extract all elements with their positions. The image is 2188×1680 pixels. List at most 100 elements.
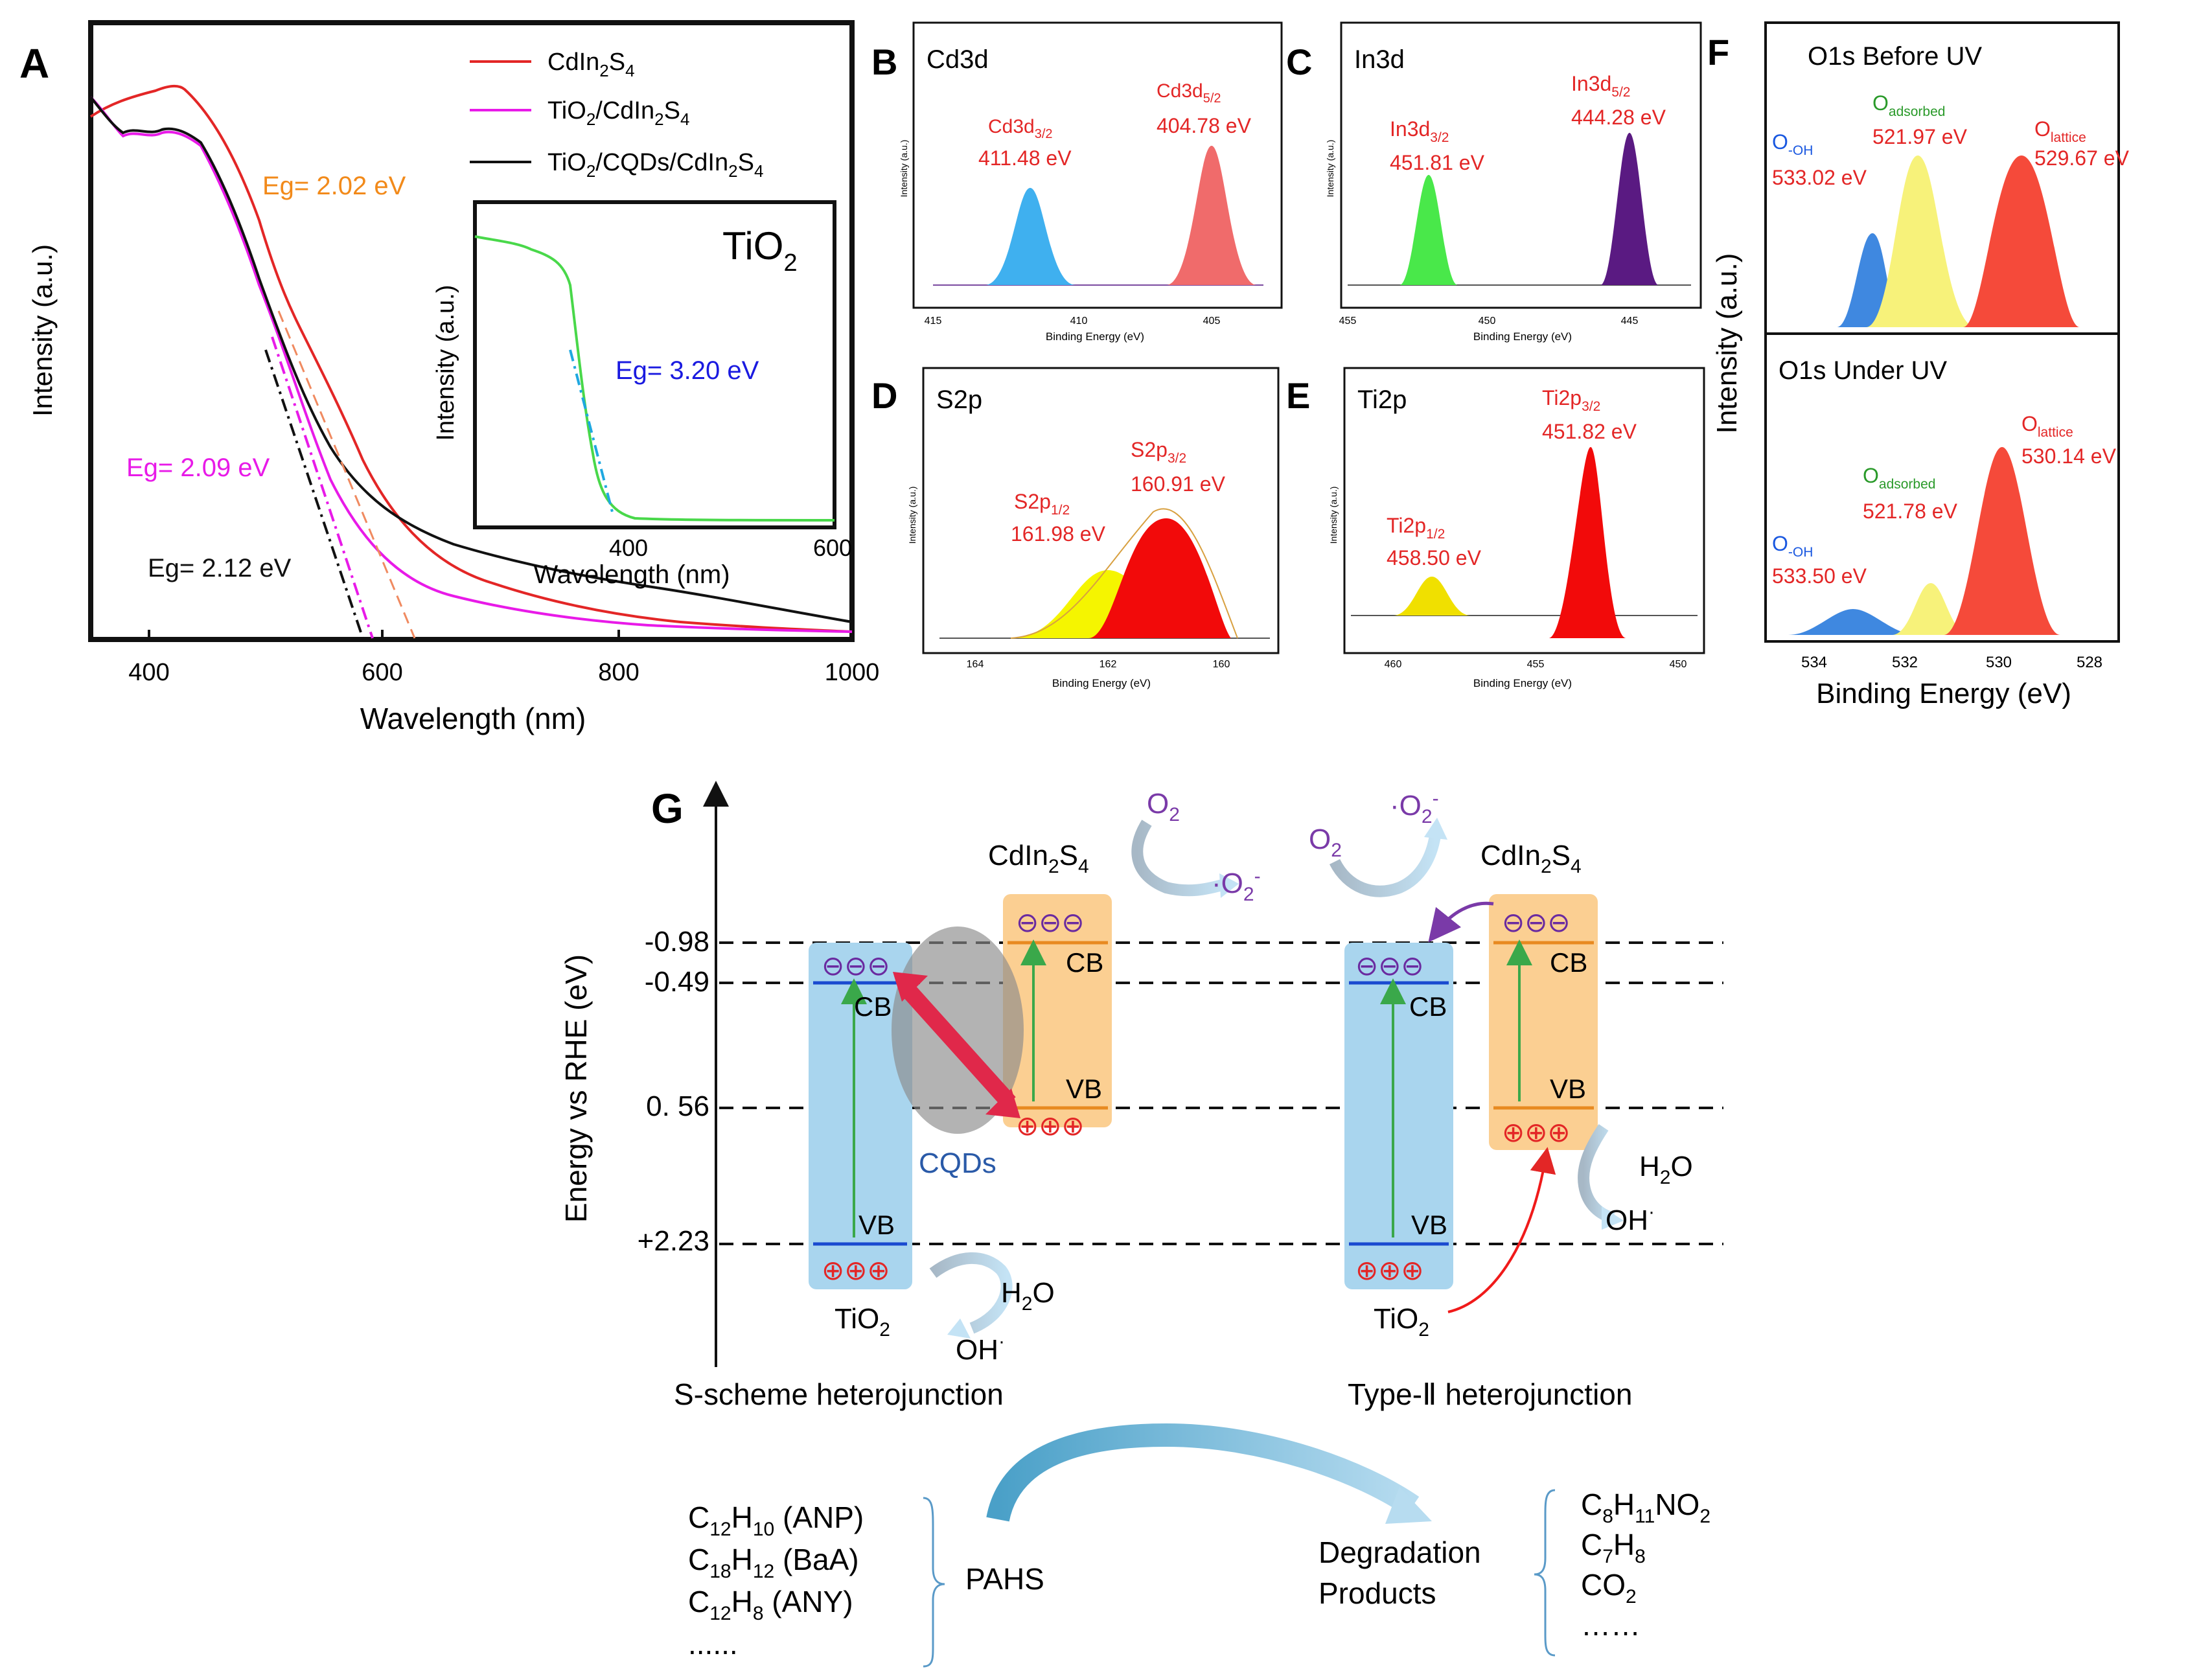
tio2-electrons: ⊖⊖⊖ — [822, 950, 890, 981]
inset-tio2: TiO2 Eg= 3.20 eV Wavelength (nm) Intensi… — [432, 200, 852, 589]
degradation-label: Degradation — [1319, 1536, 1481, 1569]
h2o-label: H2O — [1639, 1151, 1693, 1188]
peak-value: 533.02 eV — [1772, 166, 1867, 189]
panel-letter-f: F — [1707, 32, 1729, 73]
peak-value: 444.28 eV — [1571, 106, 1666, 129]
o2-reduction-arrow — [1131, 820, 1226, 897]
panel-letter-g: G — [651, 785, 684, 832]
degradation-scheme: PAHS Degradation Products C12H10 (ANP)C1… — [688, 1423, 1710, 1668]
x-tick: 445 — [1621, 316, 1639, 327]
cdin2s4-label: CdIn2S4 — [1480, 840, 1582, 877]
plot-frame-under-uv — [1764, 332, 2120, 643]
panel-e: E Ti2p Intensity (a.u.) Ti2p1/2 458.50 e… — [1286, 367, 1705, 689]
peak-value: 533.50 eV — [1772, 564, 1867, 588]
panel-title-before-uv: O1s Before UV — [1808, 42, 1982, 71]
panel-title: In3d — [1354, 45, 1405, 74]
x-tick: 415 — [925, 316, 942, 327]
peak-value: 404.78 eV — [1157, 114, 1252, 137]
peak-ti2p-1-2 — [1393, 577, 1471, 616]
inset-x-tick: 600 — [813, 535, 852, 561]
o2-reduction-arrow — [1329, 834, 1441, 897]
x-tick: 450 — [1670, 659, 1687, 670]
x-tick: 162 — [1100, 659, 1117, 670]
peak-ti2p-3-2 — [1549, 447, 1626, 638]
formula: ...... — [688, 1627, 738, 1661]
x-axis-label: Wavelength (nm) — [360, 702, 586, 735]
peak-label: S2p3/2 — [1131, 438, 1186, 466]
inset-curve — [474, 235, 835, 522]
peak-o-oh — [1788, 609, 1918, 635]
x-tick-labels: 164 162 160 — [967, 659, 1230, 670]
peak-value: 521.78 eV — [1863, 500, 1958, 523]
peak-label: Ti2p1/2 — [1387, 514, 1445, 542]
x-tick: 530 — [1986, 654, 2012, 671]
peak-label: Oadsorbed — [1863, 464, 1935, 492]
tio2-holes: ⊕⊕⊕ — [822, 1255, 890, 1285]
panel-letter-c: C — [1286, 41, 1312, 82]
peak-label: Cd3d3/2 — [988, 116, 1053, 141]
cdin2s4-vb-label: VB — [1550, 1074, 1586, 1104]
x-tick: 528 — [2077, 654, 2102, 671]
superoxide-label: ·O2- — [1212, 866, 1261, 905]
plot-frame — [1343, 367, 1705, 654]
x-tick: 400 — [128, 659, 169, 686]
formula: C12H10 (ANP) — [688, 1501, 864, 1540]
degradation-arc-arrowhead — [1385, 1487, 1432, 1524]
peak-o-lattice — [1963, 155, 2080, 327]
y-axis-label: Intensity (a.u.) — [1328, 487, 1339, 544]
envelope — [1010, 508, 1238, 639]
x-tick: 410 — [1070, 316, 1088, 327]
level-label: -0.49 — [645, 966, 709, 998]
y-axis-label: Energy vs RHE (eV) — [559, 954, 593, 1223]
tio2-vb-label: VB — [1411, 1210, 1447, 1240]
degradation-arc-arrow — [986, 1423, 1420, 1523]
cdin2s4-label: CdIn2S4 — [988, 840, 1089, 877]
x-axis-label: Binding Energy (eV) — [1473, 677, 1572, 689]
oh-radical-label: OH· — [956, 1331, 1005, 1366]
peak-s2p-3-2 — [1088, 518, 1231, 638]
tio2-label: TiO2 — [1374, 1303, 1429, 1341]
pahs-label: PAHS — [965, 1562, 1044, 1596]
y-axis-label: Intensity (a.u.) — [899, 140, 909, 198]
x-tick: 534 — [1801, 654, 1827, 671]
peak-value: 160.91 eV — [1131, 472, 1226, 496]
tio2-band-box — [809, 943, 912, 1289]
panel-title: S2p — [936, 385, 982, 414]
h2o-oxidation-arrow — [1578, 1124, 1615, 1224]
x-tick: 455 — [1527, 659, 1545, 670]
inset-y-label: Intensity (a.u.) — [432, 285, 459, 441]
tio2-band-box — [1344, 943, 1453, 1289]
tio2-cb-label: CB — [1409, 991, 1447, 1022]
peak-value: 411.48 eV — [978, 146, 1072, 170]
plot-frame — [88, 20, 855, 642]
peak-in3d-3-2 — [1399, 175, 1458, 285]
o2-label: O2 — [1147, 788, 1180, 825]
panel-c: C In3d Intensity (a.u.) In3d3/2 451.81 e… — [1286, 21, 1702, 343]
peak-value: 529.67 eV — [2034, 146, 2130, 170]
panel-letter-a: A — [19, 40, 49, 87]
reactant-list: C12H10 (ANP)C18H12 (BaA)C12H8 (ANY).....… — [688, 1501, 864, 1661]
x-tick-labels: 415 410 405 — [925, 316, 1221, 327]
s-scheme-caption: S-scheme heterojunction — [674, 1377, 1004, 1411]
peak-label: O-OH — [1772, 130, 1813, 158]
tangent-cdin2s4 — [277, 310, 416, 639]
x-tick: 405 — [1203, 316, 1221, 327]
panel-title: Cd3d — [927, 45, 989, 74]
legend-label-ternary: TiO2/CQDs/CdIn2S4 — [547, 149, 763, 181]
y-axis-label: Intensity (a.u.) — [1711, 253, 1743, 434]
peak-value: 161.98 eV — [1011, 522, 1106, 546]
panel-letter-e: E — [1286, 375, 1310, 416]
product-list: C8H11NO2C7H8CO2…… — [1581, 1488, 1710, 1642]
reactant-brace — [923, 1497, 945, 1668]
formula: C12H8 (ANY) — [688, 1585, 853, 1624]
eg-label-cdin2s4: Eg= 2.02 eV — [262, 172, 406, 200]
tio2-vb-label: VB — [858, 1210, 895, 1240]
peak-label: Cd3d5/2 — [1157, 80, 1221, 106]
h2o-oxidation-arrowhead — [947, 1318, 971, 1339]
x-tick: 160 — [1213, 659, 1230, 670]
x-axis-label: Binding Energy (eV) — [1052, 677, 1151, 689]
cdin2s4-cb-label: CB — [1550, 947, 1587, 978]
peak-cd3d-5-2 — [1166, 146, 1257, 285]
s-scheme: ⊖⊖⊖ ⊖⊖⊖ ⊕⊕⊕ ⊕⊕⊕ CB VB CB VB CQDs TiO2 Cd… — [674, 788, 1261, 1411]
